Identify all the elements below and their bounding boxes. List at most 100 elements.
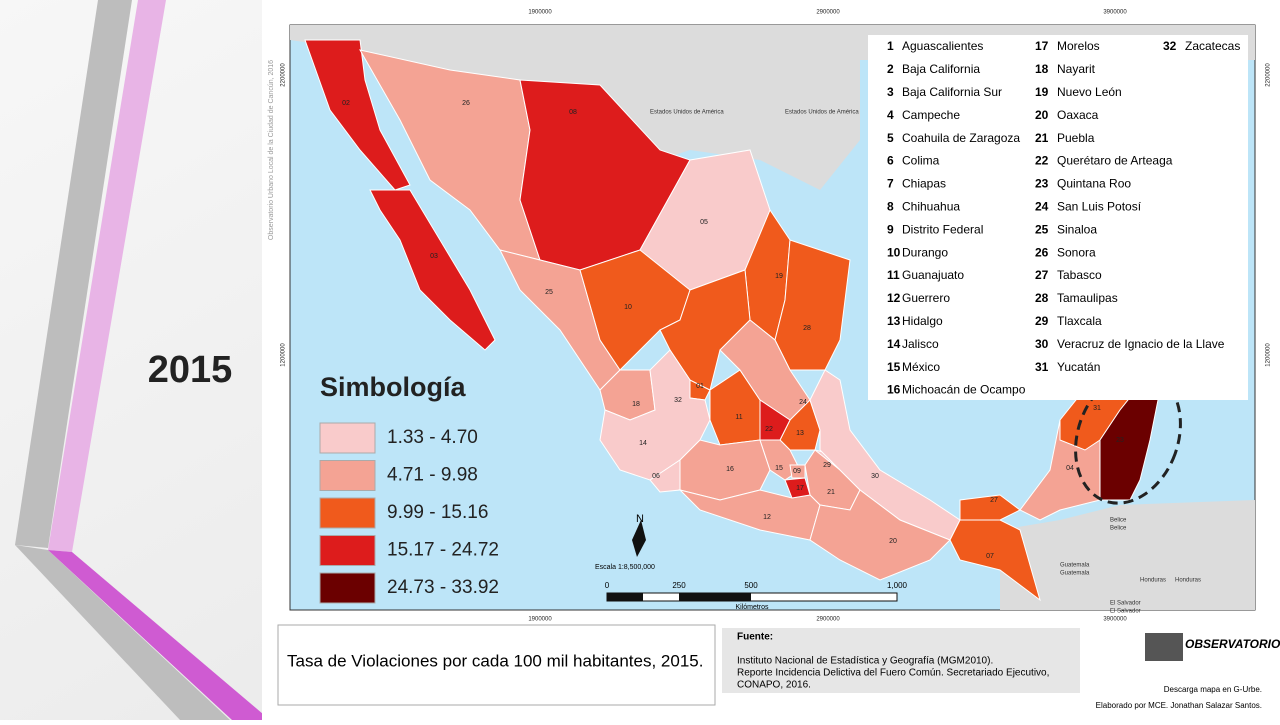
state-name: Nayarit: [1057, 62, 1096, 76]
decor-stripe: [15, 545, 230, 720]
country-label: Guatemala: [1060, 563, 1090, 569]
state-name: Tamaulipas: [1057, 291, 1118, 305]
source-line: Reporte Incidencia Delictiva del Fuero C…: [737, 668, 1049, 679]
state-label: 09: [793, 468, 801, 475]
grid-x-label: 3900000: [1103, 10, 1127, 16]
state-label: 25: [545, 289, 553, 296]
legend-label: 9.99 - 15.16: [387, 502, 488, 523]
state-number: 29: [1035, 314, 1049, 328]
state-number: 32: [1163, 39, 1177, 53]
legend-label: 24.73 - 33.92: [387, 577, 499, 598]
state-number: 18: [1035, 62, 1049, 76]
state: [678, 489, 821, 541]
state-number: 5: [887, 131, 894, 145]
scale-tick: 500: [744, 581, 758, 590]
state-label: 22: [765, 426, 773, 433]
country-label: Estados Unidos de América: [785, 110, 859, 116]
state-number: 25: [1035, 222, 1049, 236]
state-number: 10: [887, 245, 901, 259]
state-name: Baja California Sur: [902, 85, 1002, 99]
country-label: El Salvador: [1110, 601, 1141, 607]
state-name: Hidalgo: [902, 314, 943, 328]
legend-swatch: [319, 497, 376, 529]
logo-text: OBSERVATORIO: [1185, 637, 1280, 651]
state-number: 27: [1035, 268, 1049, 282]
state-number: 31: [1035, 360, 1049, 374]
title-box: [277, 624, 716, 706]
side-credit: Observatorio Urbano Local de la Ciudad d…: [268, 60, 275, 240]
scale-bar: [679, 593, 751, 601]
state-label: 21: [827, 489, 835, 496]
usa: [290, 25, 1255, 190]
state: [599, 349, 711, 481]
legend-label: 4.71 - 9.98: [387, 465, 478, 486]
scale-tick: 0: [605, 581, 610, 590]
grid-x-label: 2900000: [816, 617, 840, 623]
grid-y-label: 1200000: [281, 343, 287, 367]
state-label: 32: [674, 397, 682, 404]
source-line: Instituto Nacional de Estadística y Geog…: [737, 656, 993, 667]
legend-label: 15.17 - 24.72: [387, 540, 499, 561]
decor-stripe: [48, 0, 166, 552]
state-label: 03: [430, 253, 438, 260]
central-america: [1000, 500, 1255, 610]
country-label: Belice: [1110, 526, 1127, 532]
grid-y-label: 2200000: [281, 63, 287, 87]
state-name: Querétaro de Arteaga: [1057, 154, 1173, 168]
state-name: Aguascalientes: [902, 39, 983, 53]
state-label: 05: [700, 219, 708, 226]
state-name: San Luis Potosí: [1057, 199, 1142, 213]
state-name: Nuevo León: [1057, 85, 1122, 99]
state-number: 3: [887, 85, 894, 99]
state-name: Veracruz de Ignacio de la Llave: [1057, 337, 1225, 351]
state: [809, 489, 951, 581]
state-name: Jalisco: [902, 337, 939, 351]
state-number: 7: [887, 177, 894, 191]
country-label: Honduras: [1175, 578, 1201, 584]
scale-unit: Kilómetros: [735, 604, 769, 611]
state-number: 12: [887, 291, 901, 305]
logo-icon: [1145, 633, 1183, 661]
state: [774, 239, 851, 371]
scale-tick: 250: [672, 581, 686, 590]
state-name: Chihuahua: [902, 199, 960, 213]
state-label: 01: [696, 383, 704, 390]
legend-swatch: [319, 422, 376, 454]
grid-y-label: 1200000: [1266, 343, 1272, 367]
grid-x-label: 2900000: [816, 10, 840, 16]
state-label: 28: [803, 325, 811, 332]
state-number: 16: [887, 383, 901, 397]
grid-x-label: 1900000: [528, 10, 552, 16]
state-number: 6: [887, 154, 894, 168]
map-title: Tasa de Violaciones por cada 100 mil hab…: [287, 651, 703, 670]
state-name: Colima: [902, 154, 940, 168]
state: [369, 189, 496, 351]
grid-x-label: 3900000: [1103, 617, 1127, 623]
state: [784, 477, 811, 499]
download-note: Descarga mapa en G-Urbe.: [1164, 685, 1262, 694]
slide-title: 2015: [148, 349, 233, 391]
state-list-box: [868, 35, 1248, 400]
state-name: Tlaxcala: [1057, 314, 1102, 328]
state-label: 24: [799, 399, 807, 406]
state-label: 31: [1093, 405, 1101, 412]
state-number: 22: [1035, 154, 1049, 168]
north-arrow: [632, 520, 646, 557]
legend-swatch: [319, 460, 376, 491]
grid-x-label: 1900000: [528, 617, 552, 623]
source-heading: Fuente:: [737, 632, 773, 643]
north-label: N: [636, 513, 644, 525]
state-label: 29: [823, 462, 831, 469]
state-number: 15: [887, 360, 901, 374]
state-name: Durango: [902, 245, 948, 259]
state-label: 04: [1066, 465, 1074, 472]
state-label: 19: [775, 273, 783, 280]
state-name: México: [902, 360, 940, 374]
state-label: 17: [796, 485, 804, 492]
state-name: Oaxaca: [1057, 108, 1099, 122]
state-name: Sinaloa: [1057, 222, 1097, 236]
source-box: [722, 628, 1080, 693]
state-name: Puebla: [1057, 131, 1095, 145]
state-name: Tabasco: [1057, 268, 1102, 282]
